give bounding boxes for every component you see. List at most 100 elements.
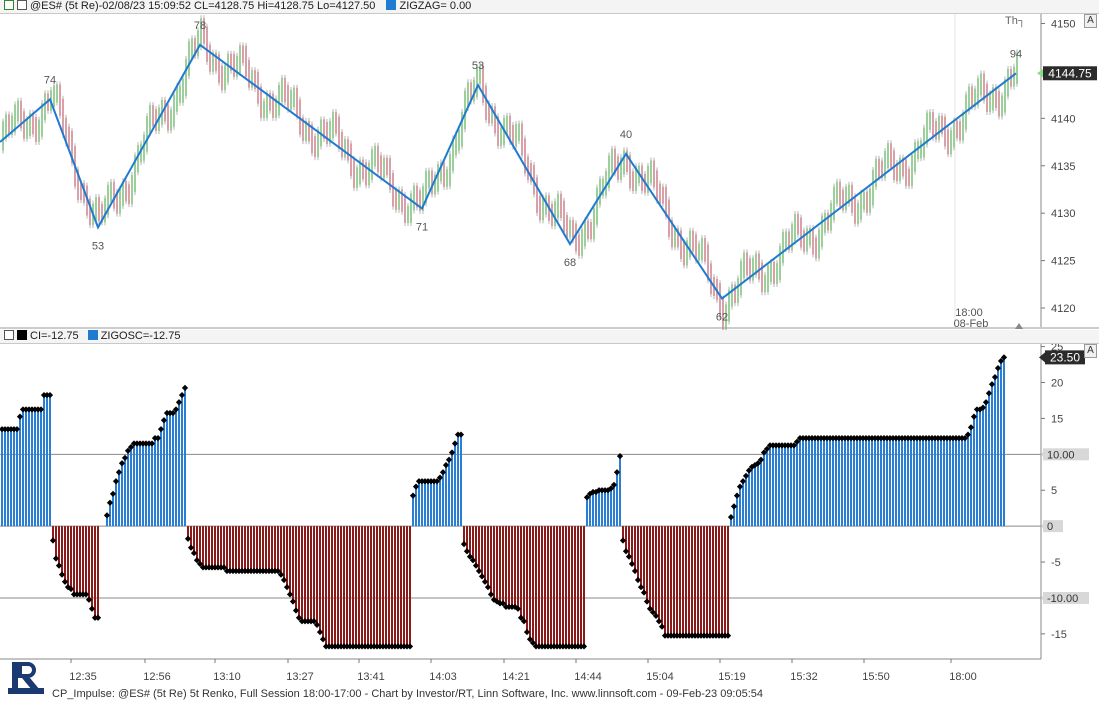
reference-value-box <box>1043 520 1063 533</box>
renko-brick <box>605 171 607 196</box>
renko-brick <box>917 141 919 160</box>
zigzag-pivot-label: 40 <box>620 129 632 141</box>
renko-brick <box>539 195 541 221</box>
chart-settings-icon[interactable] <box>17 0 27 10</box>
ci-dot <box>406 643 414 650</box>
ci-dot <box>451 440 459 447</box>
renko-brick <box>800 217 802 248</box>
renko-bars <box>2 15 1018 333</box>
renko-brick <box>146 116 148 152</box>
renko-brick <box>227 53 229 83</box>
renko-brick <box>602 178 604 196</box>
indicator-window-icon[interactable] <box>4 330 14 340</box>
renko-brick <box>410 193 412 224</box>
renko-brick <box>56 84 58 103</box>
renko-brick <box>8 114 10 135</box>
renko-brick <box>929 112 931 130</box>
ci-legend-icon <box>17 330 27 340</box>
renko-brick <box>119 188 121 214</box>
renko-brick <box>35 117 37 143</box>
renko-brick <box>662 186 664 204</box>
renko-brick <box>695 234 697 261</box>
renko-brick <box>329 120 331 145</box>
renko-brick <box>578 234 580 256</box>
renko-brick <box>128 184 130 205</box>
renko-brick <box>959 121 961 141</box>
renko-brick <box>131 175 133 205</box>
renko-brick <box>1016 52 1018 84</box>
renko-brick <box>728 289 730 322</box>
oscillator-autoscale-button[interactable]: A <box>1084 344 1097 358</box>
renko-brick <box>464 90 466 130</box>
renko-brick <box>635 166 637 191</box>
renko-brick <box>467 82 469 108</box>
renko-brick <box>830 202 832 231</box>
renko-brick <box>860 192 862 220</box>
ci-dot <box>529 639 537 646</box>
renko-brick <box>26 118 28 139</box>
renko-brick <box>542 197 544 221</box>
renko-brick <box>491 106 493 124</box>
renko-brick <box>587 220 589 240</box>
price-autoscale-button[interactable]: A <box>1084 14 1097 28</box>
renko-brick <box>191 38 193 59</box>
renko-brick <box>425 170 427 204</box>
renko-brick <box>296 87 298 117</box>
zigzag-pivot-label: 68 <box>564 257 576 269</box>
renko-brick <box>236 55 238 77</box>
zigzag-legend-icon <box>386 0 397 10</box>
renko-brick <box>344 139 346 158</box>
renko-brick <box>452 138 454 171</box>
renko-brick <box>665 186 667 217</box>
renko-brick <box>254 70 256 90</box>
ci-dot <box>520 618 528 625</box>
renko-brick <box>38 119 40 143</box>
renko-brick <box>137 145 139 173</box>
ci-dot <box>277 571 285 578</box>
time-tick-label: 14:21 <box>502 671 530 683</box>
renko-brick <box>185 58 187 96</box>
renko-brick <box>887 143 889 169</box>
renko-brick <box>281 77 283 102</box>
renko-brick <box>2 121 4 151</box>
renko-brick <box>935 121 937 140</box>
renko-brick <box>914 142 916 172</box>
renko-brick <box>863 191 865 210</box>
scroll-marker-icon[interactable] <box>1015 323 1023 329</box>
renko-brick <box>80 183 82 201</box>
ci-dot <box>523 628 531 636</box>
renko-brick <box>125 181 127 202</box>
renko-brick <box>197 30 199 57</box>
renko-brick <box>989 93 991 113</box>
price-tick-label: 4120 <box>1051 303 1075 315</box>
renko-brick <box>902 157 904 177</box>
renko-brick <box>485 85 487 121</box>
zigzag-line <box>0 43 1017 300</box>
renko-brick <box>623 150 625 175</box>
renko-brick <box>461 112 463 147</box>
renko-brick <box>32 112 34 135</box>
renko-brick <box>140 143 142 163</box>
ci-dot <box>283 584 291 591</box>
renko-brick <box>104 198 106 223</box>
time-tick-label: 15:04 <box>646 671 674 683</box>
renko-brick <box>674 228 676 248</box>
ci-dot <box>442 461 450 469</box>
renko-brick <box>356 167 358 189</box>
ci-dot <box>484 584 492 591</box>
renko-brick <box>950 130 952 155</box>
price-axis[interactable] <box>1041 14 1099 327</box>
renko-brick <box>314 136 316 158</box>
renko-brick <box>179 85 181 103</box>
renko-brick <box>536 177 538 214</box>
renko-brick <box>233 53 235 77</box>
renko-brick <box>419 190 421 211</box>
price-tick-label: 4140 <box>1051 113 1075 125</box>
renko-brick <box>569 219 571 238</box>
renko-brick <box>23 111 25 139</box>
time-tick-label: 18:00 <box>949 671 977 683</box>
renko-brick <box>1001 95 1003 117</box>
renko-brick <box>653 160 655 188</box>
renko-brick <box>815 237 817 259</box>
chart-window-icon[interactable] <box>4 0 14 10</box>
